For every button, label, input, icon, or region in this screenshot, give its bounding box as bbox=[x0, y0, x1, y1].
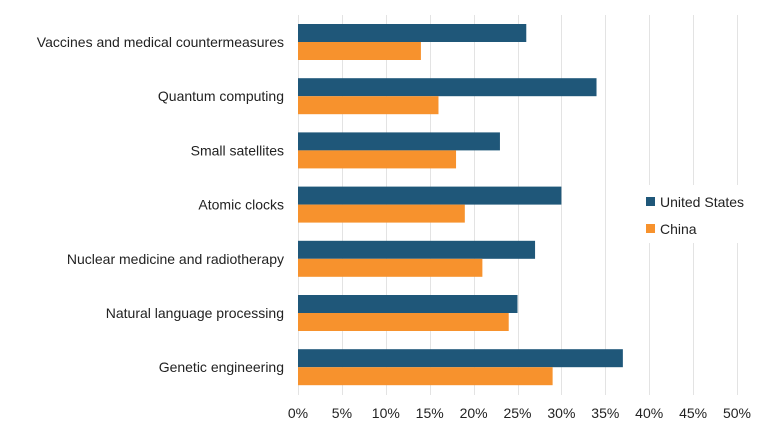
x-tick-label: 15% bbox=[416, 405, 444, 421]
bar-china bbox=[298, 204, 465, 223]
category-label: Quantum computing bbox=[158, 88, 284, 104]
bar-china bbox=[298, 367, 553, 386]
category-label: Nuclear medicine and radiotherapy bbox=[67, 251, 284, 267]
bar-united-states bbox=[298, 240, 536, 259]
bar-united-states bbox=[298, 78, 597, 97]
category-label: Genetic engineering bbox=[159, 359, 284, 375]
bar-united-states bbox=[298, 349, 623, 368]
bar-china bbox=[298, 150, 457, 169]
x-tick-label: 40% bbox=[635, 405, 663, 421]
legend-label: China bbox=[660, 221, 697, 237]
bar-china bbox=[298, 96, 439, 115]
legend-background bbox=[633, 185, 753, 243]
category-label: Small satellites bbox=[191, 142, 284, 158]
x-tick-label: 50% bbox=[723, 405, 751, 421]
legend: United States China bbox=[633, 185, 753, 243]
x-tick-label: 0% bbox=[288, 405, 308, 421]
bar-united-states bbox=[298, 295, 518, 313]
legend-swatch bbox=[646, 197, 655, 206]
bars bbox=[298, 24, 623, 386]
x-tick-label: 10% bbox=[372, 405, 400, 421]
bar-china bbox=[298, 258, 483, 277]
bar-united-states bbox=[298, 186, 562, 205]
legend-label: United States bbox=[660, 194, 744, 210]
bar-united-states bbox=[298, 24, 527, 42]
legend-swatch bbox=[646, 224, 655, 233]
x-tick-label: 20% bbox=[460, 405, 488, 421]
category-labels: Vaccines and medical countermeasures Quan… bbox=[37, 34, 284, 375]
category-label: Natural language processing bbox=[106, 305, 284, 321]
x-axis-ticks: 0% 5% 10% 15% 20% 25% 30% 35% 40% 45% 50% bbox=[288, 405, 751, 421]
x-tick-label: 35% bbox=[591, 405, 619, 421]
x-tick-label: 30% bbox=[547, 405, 575, 421]
x-tick-label: 5% bbox=[332, 405, 352, 421]
category-label: Atomic clocks bbox=[198, 197, 284, 213]
bar-united-states bbox=[298, 132, 500, 151]
bar-china bbox=[298, 313, 509, 331]
category-label: Vaccines and medical countermeasures bbox=[37, 34, 284, 50]
x-tick-label: 25% bbox=[503, 405, 531, 421]
x-tick-label: 45% bbox=[679, 405, 707, 421]
bar-china bbox=[298, 42, 421, 60]
